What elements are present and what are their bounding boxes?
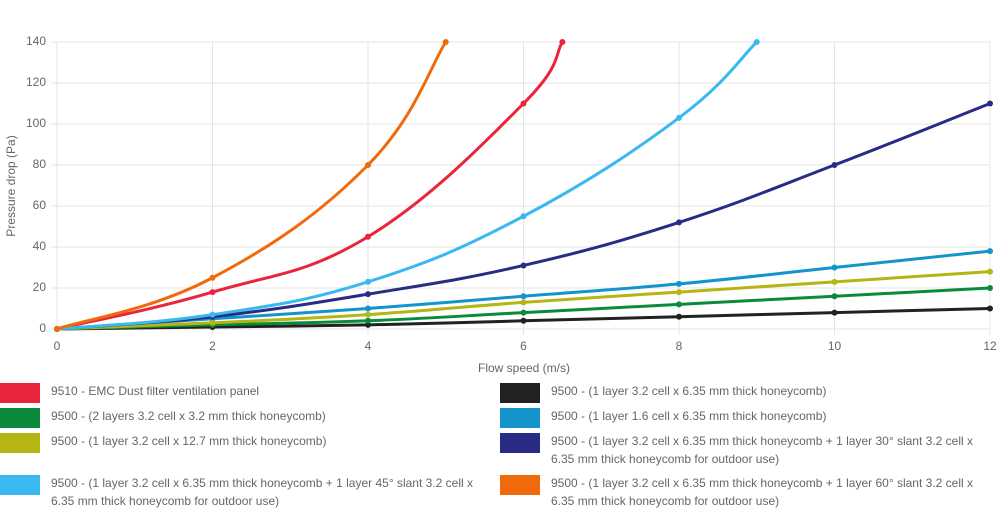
legend-label: 9500 - (1 layer 3.2 cell x 6.35 mm thick… xyxy=(551,476,974,508)
legend-label: 9500 - (1 layer 3.2 cell x 6.35 mm thick… xyxy=(51,476,474,508)
y-tick-label: 100 xyxy=(26,116,46,130)
y-tick-label: 20 xyxy=(33,280,47,294)
point xyxy=(676,301,682,308)
legend-label: 9510 - EMC Dust filter ventilation panel xyxy=(51,384,260,398)
legend-label: 9500 - (1 layer 3.2 cell x 6.35 mm thick… xyxy=(551,384,827,398)
point xyxy=(520,299,527,306)
x-tick-label: 2 xyxy=(209,339,216,353)
point xyxy=(520,262,527,269)
point xyxy=(676,280,682,287)
legend-item[interactable]: 9500 - (2 layers 3.2 cell x 3.2 mm thick… xyxy=(0,408,481,428)
legend-swatch xyxy=(0,475,40,495)
point xyxy=(365,317,371,324)
x-tick-label: 12 xyxy=(983,339,997,353)
legend-item[interactable]: 9500 - (1 layer 1.6 cell x 6.35 mm thick… xyxy=(500,408,981,428)
point xyxy=(987,100,993,107)
point xyxy=(365,291,371,298)
x-tick-label: 10 xyxy=(828,339,842,353)
point xyxy=(54,326,60,332)
point xyxy=(520,309,527,316)
legend-item[interactable]: 9500 - (1 layer 3.2 cell x 6.35 mm thick… xyxy=(500,383,981,403)
legend-swatch xyxy=(0,408,40,428)
line xyxy=(56,41,448,331)
point xyxy=(676,289,682,296)
point xyxy=(209,289,216,296)
point xyxy=(676,313,682,320)
y-tick-label: 0 xyxy=(39,321,46,335)
point xyxy=(676,114,682,121)
legend-swatch xyxy=(500,475,540,495)
point xyxy=(365,278,371,285)
legend-swatch xyxy=(500,408,540,428)
legend-swatch xyxy=(0,433,40,453)
point xyxy=(831,264,838,271)
legend-swatch xyxy=(500,383,540,403)
point xyxy=(987,268,993,275)
point xyxy=(831,162,838,168)
point xyxy=(365,311,371,318)
x-tick-label: 8 xyxy=(676,339,683,353)
point xyxy=(209,274,216,281)
legend-label: 9500 - (1 layer 3.2 cell x 12.7 mm thick… xyxy=(51,434,327,448)
legend-item[interactable]: 9500 - (1 layer 3.2 cell x 12.7 mm thick… xyxy=(0,433,481,453)
legend-item[interactable]: 9510 - EMC Dust filter ventilation panel xyxy=(0,383,481,403)
point xyxy=(520,213,527,220)
point xyxy=(365,305,371,312)
point xyxy=(831,309,838,316)
point xyxy=(520,293,527,300)
legend-item[interactable]: 9500 - (1 layer 3.2 cell x 6.35 mm thick… xyxy=(500,433,981,468)
x-tick-label: 6 xyxy=(520,339,527,353)
legend-swatch xyxy=(500,433,540,453)
point xyxy=(676,219,682,226)
point xyxy=(987,248,993,255)
point xyxy=(559,39,566,45)
point xyxy=(520,317,527,324)
legend-swatch xyxy=(0,383,40,403)
point xyxy=(442,39,449,45)
y-tick-label: 60 xyxy=(33,198,47,212)
point xyxy=(831,293,838,300)
y-tick-label: 140 xyxy=(26,34,46,48)
point xyxy=(831,278,838,285)
legend-label: 9500 - (2 layers 3.2 cell x 3.2 mm thick… xyxy=(51,409,326,423)
point xyxy=(987,285,993,291)
legend-item[interactable]: 9500 - (1 layer 3.2 cell x 6.35 mm thick… xyxy=(500,475,981,510)
chart: Pressure drop (Pa) Flow speed (m/s) 0204… xyxy=(4,34,997,375)
x-tick-label: 0 xyxy=(54,339,61,353)
point xyxy=(365,162,371,168)
point xyxy=(365,233,371,240)
legend-label: 9500 - (1 layer 1.6 cell x 6.35 mm thick… xyxy=(551,409,827,423)
x-axis-title: Flow speed (m/s) xyxy=(478,361,570,375)
point xyxy=(209,319,216,326)
point xyxy=(209,311,216,318)
legend-item[interactable]: 9500 - (1 layer 3.2 cell x 6.35 mm thick… xyxy=(0,475,481,510)
y-tick-label: 120 xyxy=(26,75,46,89)
line xyxy=(56,41,564,331)
legend-label: 9500 - (1 layer 3.2 cell x 6.35 mm thick… xyxy=(551,434,974,466)
y-axis-title: Pressure drop (Pa) xyxy=(4,135,18,236)
point xyxy=(987,305,993,312)
x-tick-label: 4 xyxy=(365,339,372,353)
y-tick-label: 80 xyxy=(33,157,47,171)
point xyxy=(365,321,371,328)
y-tick-label: 40 xyxy=(33,239,47,253)
point xyxy=(753,39,760,45)
point xyxy=(520,100,527,107)
